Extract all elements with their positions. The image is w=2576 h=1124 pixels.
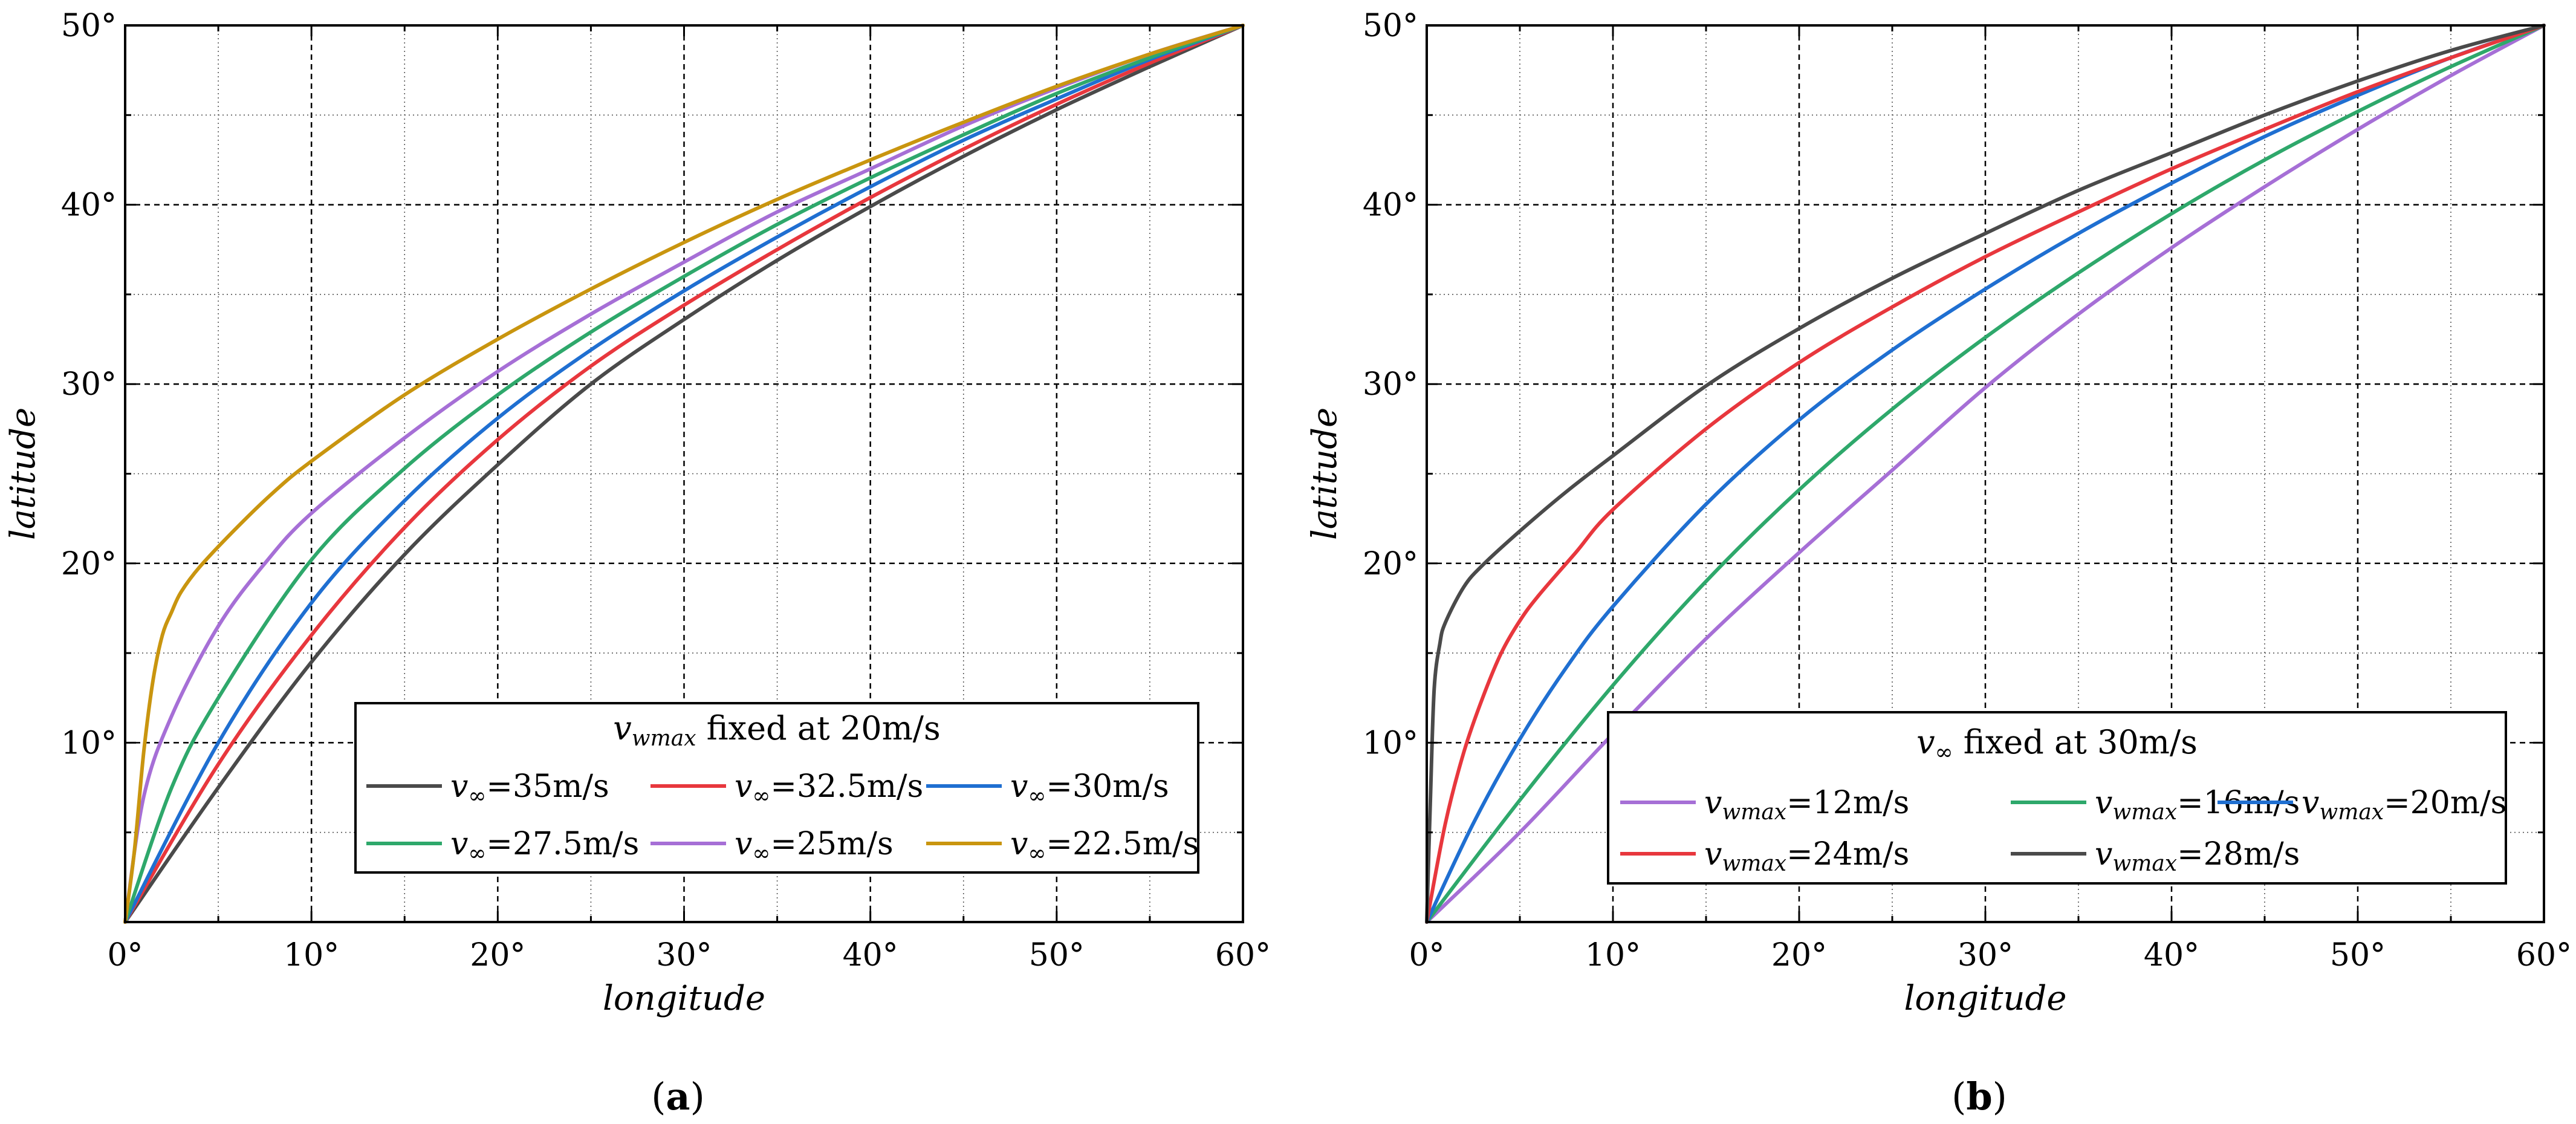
y-tick-label: 40°: [61, 187, 117, 224]
legend-box: [354, 702, 1199, 874]
legend-entry-5: vwmax=28m/s: [2095, 836, 2300, 876]
y-tick-label: 20°: [1363, 546, 1418, 582]
ticks: [1426, 24, 2545, 923]
ticks: [124, 24, 1244, 923]
y-tick-label: 50°: [1363, 8, 1418, 44]
x-tick-label: 60°: [1215, 937, 1271, 973]
series-group: [123, 24, 1245, 924]
legend-entry-2: v∞=32.5m/s: [735, 768, 923, 808]
y-tick-label: 30°: [61, 366, 117, 403]
series-line-2: [123, 24, 1245, 924]
grid: [125, 25, 1243, 922]
chart-panel-b: 0° 10° 20° 30° 40° 50° 60° 10° 20° 30° 40° 50° longi…: [1305, 8, 2572, 1119]
y-tick-label: 40°: [1363, 187, 1418, 224]
series-line-4: [123, 24, 1245, 924]
legend-entry-1: vwmax=12m/s: [1704, 785, 1909, 825]
chart-panel-a: 0° 10° 20° 30° 40° 50° 60° 10° 20° 30° 40° 50° longi…: [4, 8, 1271, 1119]
series-line-5: [1425, 24, 2546, 924]
panel-label: (b): [1951, 1074, 2007, 1119]
x-tick-label: 10°: [1585, 937, 1641, 973]
legend-entry-5: v∞=25m/s: [735, 826, 894, 866]
series-line-3: [123, 24, 1245, 924]
y-tick-label: 20°: [61, 546, 117, 582]
series-line-6: [123, 24, 1245, 924]
y-axis-label: latitude: [1305, 408, 1345, 540]
series-line-3: [1425, 24, 2546, 924]
x-tick-label: 10°: [284, 937, 339, 973]
series-line-1: [123, 24, 1245, 924]
series-line-4: [1425, 24, 2546, 924]
y-axis-label: latitude: [4, 408, 43, 540]
x-axis-label: longitude: [1904, 979, 2066, 1018]
legend-title: v∞ fixed at 30m/s: [1916, 723, 2198, 765]
x-tick-label: 30°: [1958, 937, 2013, 973]
y-tick-label: 10°: [61, 725, 117, 761]
legend-entry-3: vwmax=20m/s: [2302, 785, 2506, 825]
legend-entry-4: v∞=27.5m/s: [450, 826, 639, 866]
legend-entry-6: v∞=22.5m/s: [1010, 826, 1199, 866]
legend: vwmax fixed at 20m/sv∞=35m/s v∞=32.5m/s v∞…: [354, 702, 1199, 874]
x-tick-label: 60°: [2516, 937, 2572, 973]
x-tick-label: 40°: [2144, 937, 2199, 973]
y-tick-label: 10°: [1363, 725, 1418, 761]
series-line-2: [1425, 24, 2546, 924]
x-tick-label: 20°: [470, 937, 525, 973]
x-axis-label: longitude: [603, 979, 765, 1018]
panel-label: (a): [651, 1074, 705, 1119]
x-tick-label: 50°: [1029, 937, 1085, 973]
legend-title: vwmax fixed at 20m/s: [613, 709, 940, 751]
legend-entry-1: v∞=35m/s: [450, 768, 609, 808]
x-tick-label: 40°: [843, 937, 898, 973]
series-line-5: [123, 24, 1245, 924]
legend-entry-4: vwmax=24m/s: [1704, 836, 1909, 876]
x-tick-label: 0°: [1409, 937, 1444, 973]
x-tick-label: 50°: [2330, 937, 2386, 973]
x-tick-label: 30°: [656, 937, 712, 973]
legend-entry-3: v∞=30m/s: [1010, 768, 1169, 808]
x-tick-label: 20°: [1771, 937, 1827, 973]
y-tick-label: 50°: [61, 8, 117, 44]
x-tick-label: 0°: [107, 937, 143, 973]
y-tick-label: 30°: [1363, 366, 1418, 403]
